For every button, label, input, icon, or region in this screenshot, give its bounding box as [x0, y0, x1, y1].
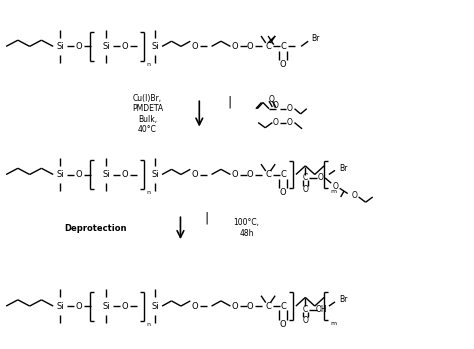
Text: Si: Si [56, 170, 64, 179]
Text: OH: OH [316, 305, 328, 314]
Text: C: C [303, 305, 308, 314]
Text: C: C [280, 302, 286, 311]
Text: O: O [247, 302, 254, 311]
Text: O: O [121, 170, 128, 179]
Text: O: O [333, 182, 339, 191]
Text: O: O [247, 42, 254, 51]
Text: O: O [280, 320, 286, 328]
Text: Si: Si [56, 42, 64, 51]
Text: O: O [273, 101, 279, 110]
Text: n: n [146, 62, 150, 67]
Text: C: C [280, 170, 286, 179]
Text: Si: Si [56, 302, 64, 311]
Text: O: O [192, 42, 199, 51]
Text: Si: Si [102, 170, 110, 179]
Text: O: O [287, 104, 293, 113]
Text: 100°C,
48h: 100°C, 48h [233, 218, 259, 238]
Text: O: O [280, 60, 286, 69]
Text: O: O [302, 317, 308, 326]
Text: C: C [303, 173, 308, 183]
Text: |: | [228, 95, 232, 108]
Text: O: O [247, 170, 254, 179]
Text: Deprotection: Deprotection [64, 224, 127, 233]
Text: Br: Br [340, 164, 348, 173]
Text: n: n [146, 190, 150, 195]
Text: C: C [265, 170, 271, 179]
Text: O: O [269, 95, 275, 104]
Text: O: O [76, 42, 82, 51]
Text: O: O [287, 118, 293, 127]
Text: Br: Br [340, 295, 348, 304]
Text: O: O [232, 302, 238, 311]
Text: O: O [121, 42, 128, 51]
Text: O: O [302, 185, 308, 194]
Text: O: O [121, 302, 128, 311]
Text: Si: Si [102, 42, 110, 51]
Text: O: O [232, 42, 238, 51]
Text: Si: Si [102, 302, 110, 311]
Text: O: O [76, 170, 82, 179]
Text: C: C [265, 302, 271, 311]
Text: Br: Br [311, 34, 320, 43]
Text: C: C [280, 42, 286, 51]
Text: Cu(I)Br,
PMDETA
Bulk,
40°C: Cu(I)Br, PMDETA Bulk, 40°C [132, 94, 163, 134]
Text: Si: Si [151, 170, 159, 179]
Text: C: C [265, 42, 271, 51]
Text: m: m [330, 321, 337, 326]
Text: O: O [352, 191, 358, 200]
Text: O: O [76, 302, 82, 311]
Text: O: O [192, 302, 199, 311]
Text: Si: Si [151, 302, 159, 311]
Text: |: | [204, 211, 209, 224]
Text: Si: Si [151, 42, 159, 51]
Text: m: m [330, 189, 337, 194]
Text: n: n [146, 321, 150, 327]
Text: O: O [232, 170, 238, 179]
Text: O: O [192, 170, 199, 179]
Text: O: O [318, 173, 323, 183]
Text: O: O [273, 118, 279, 127]
Text: O: O [280, 188, 286, 197]
